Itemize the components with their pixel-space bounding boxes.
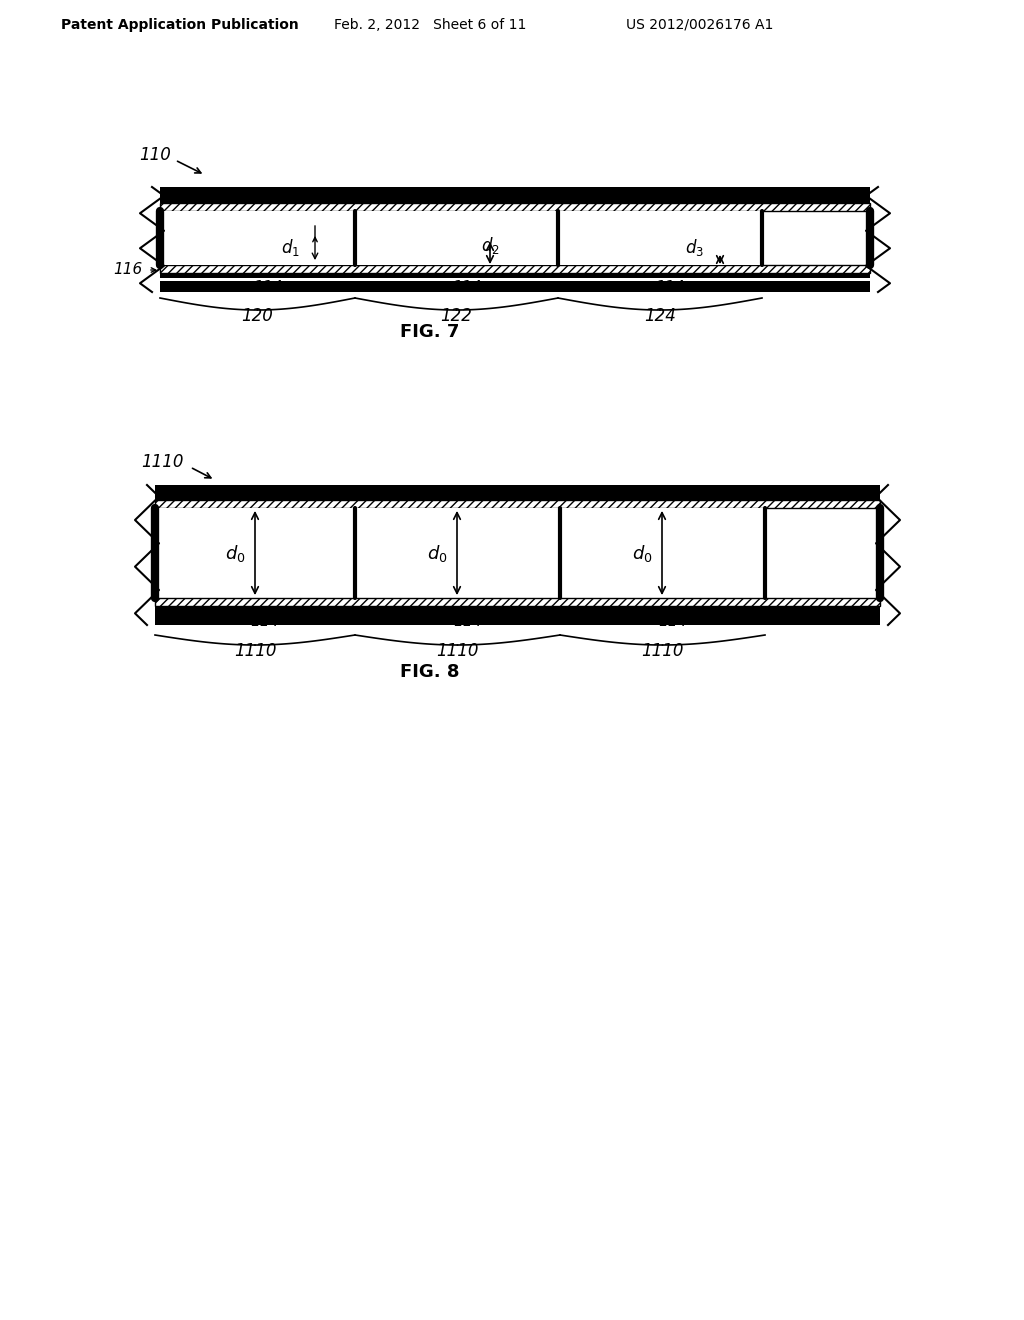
Text: 116: 116: [113, 263, 142, 277]
Text: US 2012/0026176 A1: US 2012/0026176 A1: [627, 18, 774, 32]
Bar: [356, 211, 557, 265]
Bar: [163, 211, 354, 265]
Text: 1110: 1110: [233, 642, 276, 660]
Bar: [158, 508, 354, 598]
Bar: [561, 508, 764, 598]
Bar: [155, 616, 880, 624]
Bar: [155, 500, 880, 508]
Bar: [160, 187, 870, 203]
Text: $d_0$: $d_0$: [632, 543, 652, 564]
Bar: [559, 253, 761, 261]
Bar: [160, 273, 870, 282]
Text: 112: 112: [289, 486, 317, 500]
Bar: [559, 211, 761, 265]
Bar: [155, 598, 880, 606]
Text: 1110: 1110: [641, 642, 684, 660]
Bar: [160, 265, 870, 273]
Text: 122: 122: [440, 308, 472, 325]
Text: 114: 114: [655, 280, 685, 294]
Text: 1110: 1110: [436, 642, 479, 660]
Bar: [155, 606, 880, 616]
Bar: [160, 279, 870, 281]
Text: 1110: 1110: [140, 453, 183, 471]
Text: 112: 112: [281, 187, 309, 202]
Text: $d_1$: $d_1$: [281, 238, 299, 259]
Text: FIG. 7: FIG. 7: [400, 323, 460, 341]
Bar: [160, 282, 870, 292]
Bar: [160, 203, 870, 211]
Text: $d_0$: $d_0$: [224, 543, 246, 564]
Text: FIG. 8: FIG. 8: [400, 663, 460, 681]
Text: $d_0$: $d_0$: [427, 543, 447, 564]
Bar: [356, 242, 557, 249]
Bar: [155, 484, 880, 500]
Text: 114: 114: [452, 280, 481, 294]
Bar: [356, 508, 559, 598]
Text: Feb. 2, 2012   Sheet 6 of 11: Feb. 2, 2012 Sheet 6 of 11: [334, 18, 526, 32]
Text: 114: 114: [253, 280, 283, 294]
Text: 112: 112: [462, 486, 490, 500]
Text: 110: 110: [139, 147, 171, 164]
Text: $d_3$: $d_3$: [685, 238, 705, 259]
Text: 114: 114: [251, 615, 280, 630]
Text: 114: 114: [657, 615, 687, 630]
Text: 112: 112: [461, 187, 489, 202]
Text: Patent Application Publication: Patent Application Publication: [61, 18, 299, 32]
Text: 112: 112: [662, 486, 690, 500]
Text: 120: 120: [242, 308, 273, 325]
Text: 112: 112: [660, 187, 689, 202]
Text: $d_2$: $d_2$: [480, 235, 500, 256]
Text: 124: 124: [644, 308, 676, 325]
Bar: [163, 224, 354, 232]
Text: 114: 114: [453, 615, 482, 630]
